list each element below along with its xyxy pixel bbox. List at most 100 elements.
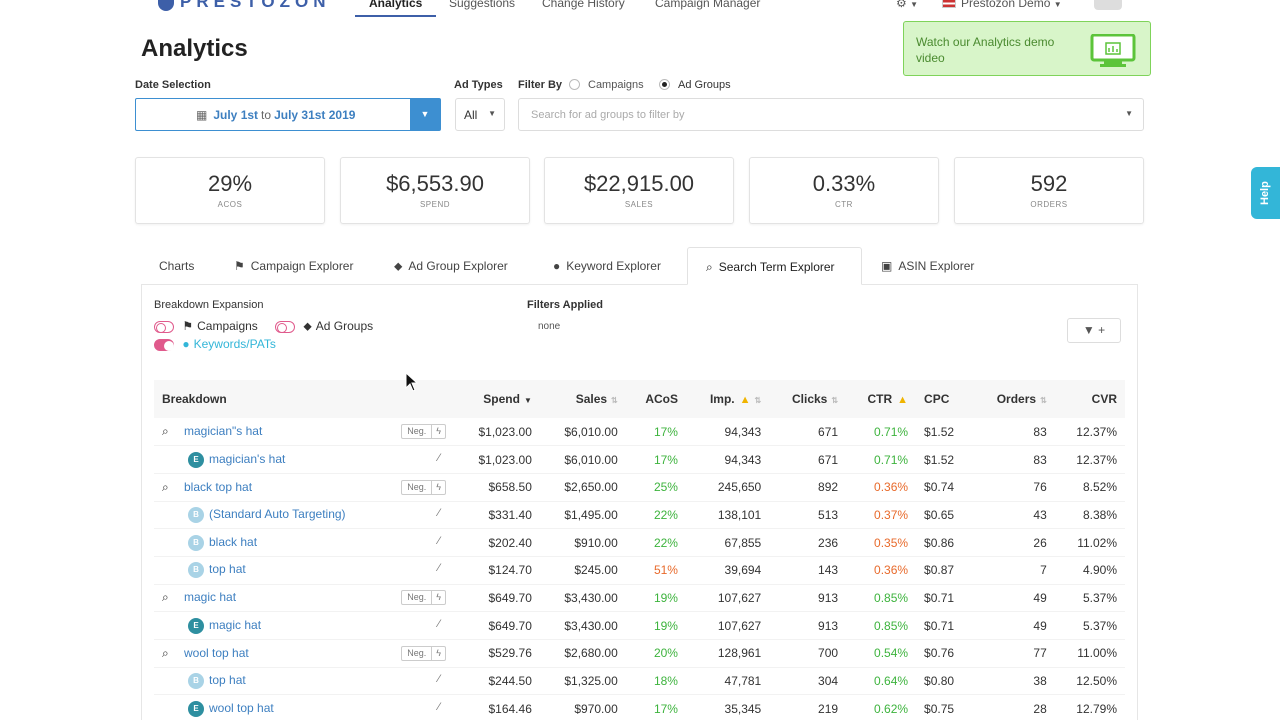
col-ctr[interactable]: CTR ▲ bbox=[846, 380, 917, 418]
toggle-switch[interactable] bbox=[154, 320, 174, 333]
account-menu[interactable]: Prestozon Demo ▼ bbox=[942, 0, 1062, 10]
negate-button[interactable]: Neg. ϟ bbox=[401, 645, 446, 661]
table-row[interactable]: ⌕ magic hat Neg. ϟ $649.70 $3,430.00 19% 107,62… bbox=[154, 584, 1125, 613]
tab-asin-explorer[interactable]: ▣ ASIN Explorer bbox=[863, 247, 992, 285]
search-term-link[interactable]: black top hat bbox=[184, 479, 253, 494]
search-icon: ⌕ bbox=[162, 645, 169, 660]
nav-analytics[interactable]: Analytics bbox=[354, 0, 437, 17]
radio-ad-groups[interactable]: Ad Groups bbox=[659, 78, 731, 91]
demo-video-banner[interactable]: Watch our Analytics demo video bbox=[903, 21, 1151, 76]
chevron-down-icon: ▼ bbox=[420, 109, 430, 119]
toggle-switch[interactable] bbox=[275, 320, 295, 333]
nav-suggestions[interactable]: Suggestions bbox=[449, 0, 516, 10]
avatar[interactable] bbox=[1094, 0, 1122, 10]
negate-button[interactable]: Neg. ϟ bbox=[401, 590, 446, 606]
col-orders[interactable]: Orders ⇅ bbox=[973, 380, 1055, 418]
radio-campaigns[interactable]: Campaigns bbox=[569, 78, 644, 91]
col-impressions[interactable]: Imp. ▲ ⇅ bbox=[685, 380, 770, 418]
brand-logo[interactable]: PRESTOZON bbox=[158, 0, 330, 12]
col-cpc[interactable]: CPC bbox=[916, 380, 974, 418]
toggle-switch[interactable] bbox=[154, 338, 174, 351]
tab-ad-group-explorer[interactable]: ⬥ Ad Group Explorer bbox=[376, 247, 526, 285]
keyword-link[interactable]: wool top hat bbox=[209, 700, 274, 715]
tab-search-term-explorer[interactable]: ⌕ Search Term Explorer bbox=[687, 247, 862, 285]
spend-cell: $529.76 bbox=[454, 639, 540, 668]
col-spend[interactable]: Spend ▼ bbox=[454, 380, 540, 418]
negate-button[interactable]: Neg. ϟ bbox=[401, 424, 446, 440]
toggle-campaigns[interactable]: ⚑ Campaigns bbox=[154, 319, 258, 333]
flag-icon: ⚑ bbox=[234, 259, 245, 273]
nav-campaign-manager[interactable]: Campaign Manager bbox=[655, 0, 761, 10]
toggle-label: Ad Groups bbox=[315, 319, 374, 333]
tab-label: Campaign Explorer bbox=[250, 259, 354, 273]
cpc-cell: $0.75 bbox=[916, 694, 974, 720]
magic-wand-icon[interactable]: ⁄ bbox=[438, 506, 440, 519]
toggle-keywords[interactable]: ● Keywords/PATs bbox=[154, 337, 276, 351]
magic-wand-icon[interactable]: ⁄ bbox=[438, 700, 440, 713]
tab-charts[interactable]: Charts bbox=[141, 247, 212, 285]
nav-change-history[interactable]: Change History bbox=[542, 0, 625, 10]
negate-button[interactable]: Neg. ϟ bbox=[401, 479, 446, 495]
stat-label: ACOS bbox=[217, 200, 243, 209]
circle-icon: ● bbox=[553, 259, 561, 273]
tab-keyword-explorer[interactable]: ● Keyword Explorer bbox=[535, 247, 679, 285]
magic-wand-icon[interactable]: ⁄ bbox=[438, 451, 440, 464]
cvr-cell: 4.90% bbox=[1054, 556, 1125, 585]
sort-icon: ⇅ bbox=[1040, 396, 1047, 405]
gift-icon: ▣ bbox=[881, 259, 893, 273]
settings-menu[interactable]: ⚙ ▼ bbox=[896, 0, 918, 10]
breakdown-cell: B (Standard Auto Targeting) ⁄ bbox=[154, 501, 454, 530]
col-acos[interactable]: ACoS bbox=[625, 380, 686, 418]
match-type-badge: E bbox=[188, 617, 204, 634]
keyword-link[interactable]: top hat bbox=[209, 673, 246, 688]
spend-cell: $649.70 bbox=[454, 611, 540, 640]
keyword-link[interactable]: (Standard Auto Targeting) bbox=[209, 507, 346, 522]
table-row[interactable]: B (Standard Auto Targeting) ⁄ $331.40 $1,495… bbox=[154, 501, 1125, 530]
col-label: Imp. bbox=[709, 392, 735, 406]
mouse-cursor-icon bbox=[405, 372, 419, 392]
col-sales[interactable]: Sales ⇅ bbox=[539, 380, 626, 418]
sales-cell: $6,010.00 bbox=[539, 445, 626, 474]
date-dropdown-button[interactable]: ▼ bbox=[410, 99, 440, 130]
magic-wand-icon[interactable]: ⁄ bbox=[438, 617, 440, 630]
impressions-cell: 47,781 bbox=[685, 667, 770, 696]
search-term-link[interactable]: magic hat bbox=[184, 590, 237, 605]
search-term-link[interactable]: magician"s hat bbox=[184, 424, 263, 439]
sales-cell: $245.00 bbox=[539, 556, 626, 585]
ad-types-select[interactable]: All ▼ bbox=[455, 98, 505, 131]
col-breakdown[interactable]: Breakdown bbox=[154, 380, 454, 418]
table-row[interactable]: ⌕ black top hat Neg. ϟ $658.50 $2,650.00 25% 24… bbox=[154, 473, 1125, 502]
keyword-link[interactable]: magician's hat bbox=[209, 451, 286, 466]
magic-wand-icon[interactable]: ⁄ bbox=[438, 673, 440, 686]
keyword-link[interactable]: top hat bbox=[209, 562, 246, 577]
ctr-cell: 0.35% bbox=[846, 528, 917, 557]
col-cvr[interactable]: CVR bbox=[1054, 380, 1125, 418]
add-filter-button[interactable]: ▼ + bbox=[1067, 318, 1121, 343]
col-clicks[interactable]: Clicks ⇅ bbox=[769, 380, 847, 418]
cvr-cell: 12.79% bbox=[1054, 694, 1125, 720]
magic-wand-icon[interactable]: ⁄ bbox=[438, 562, 440, 575]
ctr-cell: 0.36% bbox=[846, 473, 917, 502]
keyword-link[interactable]: black hat bbox=[209, 534, 258, 549]
tab-campaign-explorer[interactable]: ⚑ Campaign Explorer bbox=[216, 247, 371, 285]
ad-group-filter-select[interactable]: Search for ad groups to filter by ▼ bbox=[518, 98, 1144, 131]
col-label: Sales bbox=[575, 392, 608, 406]
toggle-ad-groups[interactable]: ⬥ Ad Groups bbox=[275, 319, 373, 334]
sales-cell: $1,495.00 bbox=[539, 501, 626, 530]
magic-wand-icon[interactable]: ⁄ bbox=[438, 534, 440, 547]
table-row[interactable]: ⌕ magician"s hat Neg. ϟ $1,023.00 $6,010.00 17… bbox=[154, 418, 1125, 447]
keyword-link[interactable]: magic hat bbox=[209, 617, 262, 632]
date-range-picker[interactable]: ▦ July 1st to July 31st 2019 ▼ bbox=[135, 98, 441, 131]
table-row[interactable]: ⌕ wool top hat Neg. ϟ $529.76 $2,680.00 20% 128… bbox=[154, 639, 1125, 668]
help-tab[interactable]: Help bbox=[1251, 167, 1280, 219]
search-term-link[interactable]: wool top hat bbox=[184, 645, 249, 660]
sales-cell: $1,325.00 bbox=[539, 667, 626, 696]
